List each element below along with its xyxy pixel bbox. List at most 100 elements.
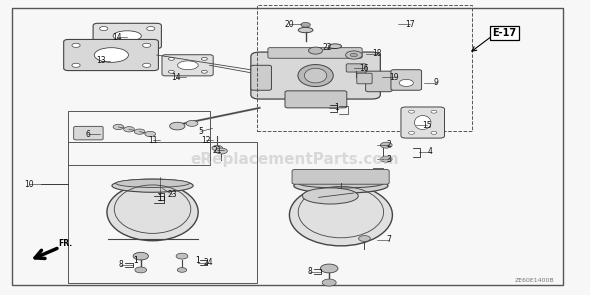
Circle shape [100,27,108,31]
Circle shape [201,70,207,73]
Text: FR.: FR. [58,239,73,248]
FancyBboxPatch shape [64,40,159,71]
Text: 13: 13 [96,56,106,65]
Text: 1: 1 [158,194,162,203]
FancyBboxPatch shape [366,71,392,92]
Text: 21: 21 [212,146,222,155]
Ellipse shape [298,65,333,86]
Circle shape [147,41,155,45]
Circle shape [409,131,415,134]
Ellipse shape [290,184,392,246]
Circle shape [113,124,124,130]
Circle shape [186,120,198,126]
Circle shape [350,53,358,57]
Circle shape [320,264,338,273]
Text: 17: 17 [405,20,415,29]
FancyBboxPatch shape [292,170,389,184]
FancyBboxPatch shape [251,65,271,90]
Circle shape [100,41,108,45]
Ellipse shape [294,178,388,193]
Bar [68,111,209,165]
Circle shape [381,156,392,162]
Circle shape [322,279,336,286]
Circle shape [201,57,207,60]
Circle shape [212,145,222,151]
Circle shape [359,236,371,241]
Text: 22: 22 [323,43,332,52]
Circle shape [309,47,323,54]
Ellipse shape [94,48,129,62]
Text: 12: 12 [201,136,210,145]
Circle shape [215,148,227,154]
FancyBboxPatch shape [285,91,347,108]
Text: eReplacementParts.com: eReplacementParts.com [191,152,399,167]
Circle shape [170,122,185,130]
Text: 1: 1 [334,103,339,112]
Circle shape [301,22,310,27]
Text: ZE60E1400B: ZE60E1400B [514,278,554,283]
Text: 4: 4 [428,148,433,156]
Text: 6: 6 [86,130,90,139]
Text: 20: 20 [284,20,294,29]
Circle shape [431,131,437,134]
Text: 10: 10 [24,180,34,189]
Circle shape [346,51,362,59]
Text: 8: 8 [119,260,124,269]
Text: 3: 3 [386,155,392,164]
Ellipse shape [304,68,327,83]
Bar [68,142,257,283]
Ellipse shape [415,116,431,130]
Ellipse shape [178,61,198,70]
Text: 14: 14 [113,33,122,42]
Text: 19: 19 [389,73,399,81]
Circle shape [135,267,147,273]
Circle shape [176,253,188,259]
Circle shape [399,79,414,86]
Circle shape [143,63,151,67]
Circle shape [169,70,174,73]
Text: 5: 5 [198,127,204,136]
FancyBboxPatch shape [401,107,444,138]
Circle shape [145,131,156,137]
FancyBboxPatch shape [93,23,162,49]
Circle shape [431,110,437,113]
Ellipse shape [116,179,189,187]
Text: 15: 15 [422,121,432,130]
Text: 9: 9 [434,78,439,87]
Circle shape [177,268,186,272]
Circle shape [169,57,174,60]
Text: 8: 8 [307,267,312,276]
Ellipse shape [107,183,198,241]
Text: 2: 2 [387,140,392,149]
Circle shape [135,129,145,134]
Ellipse shape [302,188,358,204]
Text: 1: 1 [134,256,139,265]
Text: 7: 7 [386,235,392,245]
FancyBboxPatch shape [391,70,421,90]
Circle shape [124,127,135,132]
Ellipse shape [113,31,142,41]
Circle shape [381,142,392,148]
Text: 11: 11 [148,136,158,145]
Ellipse shape [298,179,384,188]
Text: 24: 24 [203,258,213,267]
Text: 23: 23 [168,190,178,199]
Text: 18: 18 [373,49,382,58]
Ellipse shape [298,27,313,33]
FancyBboxPatch shape [162,55,213,76]
Circle shape [72,43,80,47]
Text: 14: 14 [171,73,181,81]
Text: E-17: E-17 [492,28,516,38]
Circle shape [143,43,151,47]
FancyBboxPatch shape [74,126,103,140]
Circle shape [409,110,415,113]
Ellipse shape [329,44,342,49]
Circle shape [147,27,155,31]
Circle shape [72,63,80,67]
FancyBboxPatch shape [251,52,381,99]
Bar [257,5,471,131]
FancyBboxPatch shape [268,48,362,58]
FancyBboxPatch shape [357,73,372,84]
Circle shape [133,252,149,260]
Text: 16: 16 [360,64,369,73]
